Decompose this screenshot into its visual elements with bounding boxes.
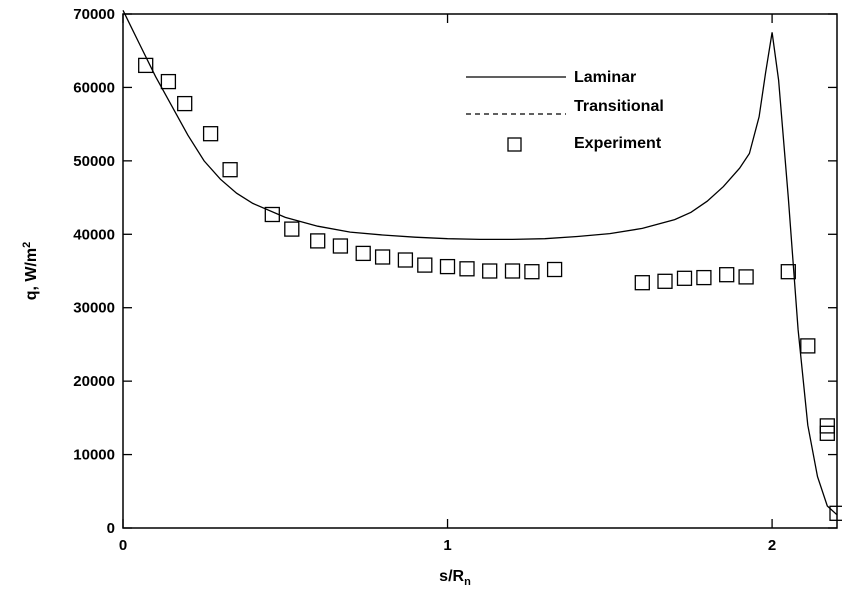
plot-frame [122,13,838,529]
experiment-point [332,238,349,254]
experiment-point [355,245,371,262]
experiment-point [657,273,673,289]
experiment-point [676,270,693,286]
experiment-point [634,275,650,291]
legend-laminar-label: Laminar [574,69,636,86]
experiment-point [524,264,540,280]
experiment-point [459,261,475,277]
y-tick-label: 70000 [73,6,115,23]
y-axis-title-main: q, W/m [23,248,40,300]
x-tick-label: 0 [119,537,127,554]
y-tick-label: 50000 [73,153,115,170]
experiment-point [819,425,835,441]
y-axis-ticks: 0 10000 20000 30000 40000 50000 60000 70000 [73,6,837,537]
x-tick-label: 2 [768,537,776,554]
experiment-point [284,221,300,237]
legend-transitional-label: Transitional [574,98,664,115]
x-axis-title-main: s/R [439,568,464,585]
experiment-point [780,264,796,280]
y-axis-title: q, W/m2 [21,242,40,301]
y-tick-label: 30000 [73,300,115,317]
experiment-point [738,269,754,285]
y-tick-label: 10000 [73,447,115,464]
experiment-point [439,258,456,275]
experiment-point [719,267,735,283]
experiment-point [177,95,193,112]
experiment-point [202,126,219,142]
y-tick-label: 60000 [73,79,115,96]
experiment-point [264,206,280,223]
y-axis-title-superscript: 2 [21,242,33,248]
experiment-point [397,252,414,268]
experiment-point [800,338,816,354]
x-axis-title-subscript: n [464,576,471,588]
experiment-point [374,249,391,265]
x-axis-title: s/Rn [439,568,471,588]
experiment-point [138,57,154,74]
legend-experiment-label: Experiment [574,135,662,152]
series-lines [122,10,838,516]
legend: Laminar Transitional Experiment [466,69,664,152]
legend-experiment-marker [507,137,522,152]
experiment-point [482,263,498,279]
y-tick-label: 20000 [73,373,115,390]
experiment-point [160,73,177,90]
series-line-laminar [122,10,838,516]
experiment-point [310,233,326,249]
experiment-point [417,257,433,273]
y-tick-label: 40000 [73,226,115,243]
y-tick-label: 0 [107,520,115,537]
experiment-point [546,261,563,278]
x-tick-label: 1 [443,537,451,554]
experiment-point [222,162,238,178]
experiment-point [696,269,712,286]
experiment-markers [138,57,842,521]
experiment-point [504,263,521,279]
x-axis-ticks: 0 1 2 [119,14,776,554]
experiment-point [829,505,842,521]
